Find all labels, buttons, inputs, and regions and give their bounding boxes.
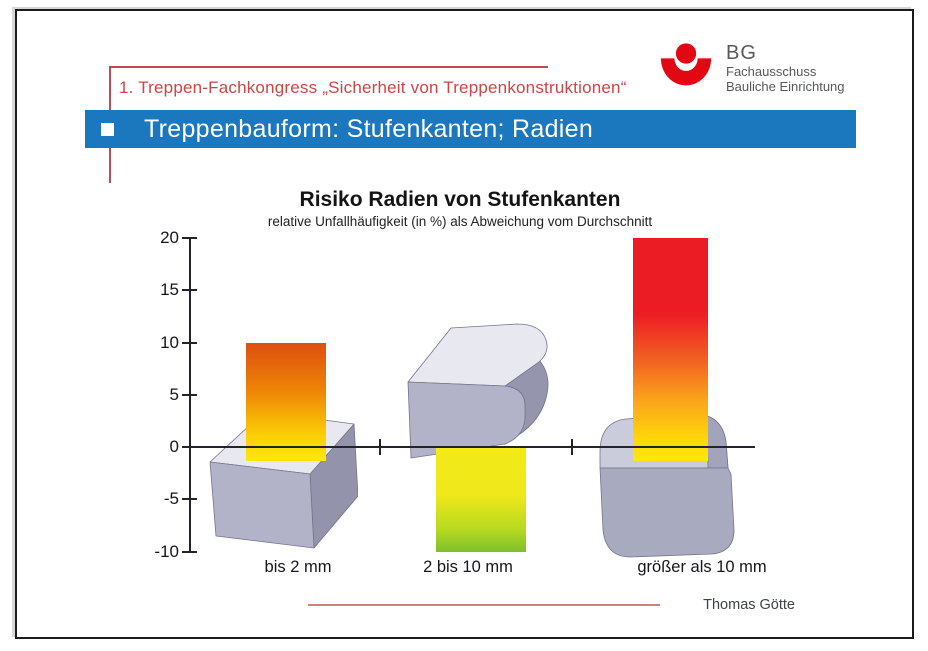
y-tick-label: 0 <box>169 437 179 456</box>
slide-border-frame <box>15 9 914 639</box>
y-tick-label: 20 <box>160 228 179 247</box>
bg-logo: BG Fachausschuss Bauliche Einrichtung <box>658 42 845 99</box>
y-tick-label: 15 <box>160 280 179 300</box>
bg-logo-title: BG <box>726 42 757 64</box>
category-label: größer als 10 mm <box>637 558 767 576</box>
bg-logo-icon <box>658 42 716 99</box>
congress-header: 1. Treppen-Fachkongress „Sicherheit von … <box>119 78 627 97</box>
y-tick-label: 10 <box>160 332 179 352</box>
category-label: 2 bis 10 mm <box>423 558 513 576</box>
y-tick-mark <box>182 237 197 239</box>
bar-bis-2mm <box>246 342 326 461</box>
title-banner: Treppenbauform: Stufenkanten; Radien <box>85 110 856 148</box>
bg-logo-subtitle-2: Bauliche Einrichtung <box>726 79 845 94</box>
x-tick-mark <box>379 439 381 455</box>
category-label: bis 2 mm <box>264 558 332 576</box>
bg-logo-subtitle-1: Fachausschuss <box>726 64 817 79</box>
chart-subtitle: relative Unfallhäufigkeit (in %) als Abw… <box>267 214 653 229</box>
y-tick-mark <box>182 446 197 448</box>
y-tick-label: -5 <box>163 489 179 509</box>
x-tick-mark <box>571 439 573 455</box>
y-tick-mark <box>182 341 197 344</box>
author-credit: Thomas Götte <box>703 597 795 613</box>
y-tick-label: 5 <box>169 384 179 404</box>
y-tick-label: -10 <box>154 541 179 561</box>
bar-2-bis-10mm <box>436 447 526 552</box>
header-rule-horizontal <box>110 66 548 68</box>
footer-rule <box>308 604 660 606</box>
bar-groesser-als-10mm <box>633 238 708 461</box>
y-tick-mark <box>182 393 197 396</box>
step-block-rounded-edge-illustration <box>407 323 549 459</box>
y-tick-mark <box>182 498 197 501</box>
chart-title: Risiko Radien von Stufenkanten <box>299 188 621 211</box>
y-tick-mark <box>182 289 197 292</box>
y-tick-mark <box>182 550 197 553</box>
square-bullet-icon <box>101 122 114 136</box>
banner-title: Treppenbauform: Stufenkanten; Radien <box>144 114 594 143</box>
zero-baseline <box>189 446 755 448</box>
